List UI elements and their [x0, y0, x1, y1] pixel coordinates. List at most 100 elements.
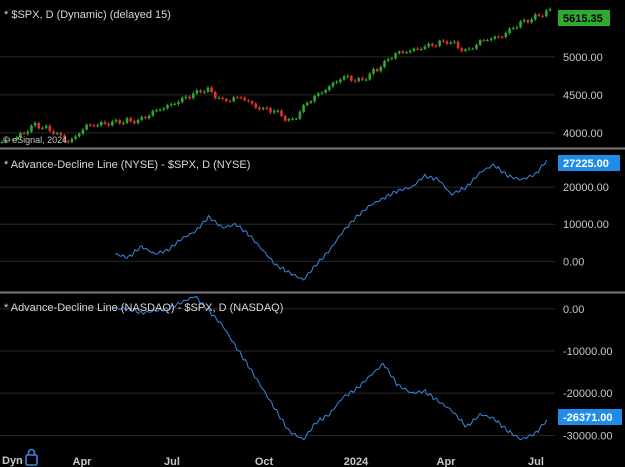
candle-body: [471, 48, 475, 50]
candle-body: [305, 102, 309, 106]
candle-body: [191, 93, 195, 99]
candle-body: [434, 45, 438, 47]
candle-body: [37, 122, 41, 129]
y-tick-label: 10000.00: [563, 219, 609, 231]
y-tick-label: 5000.00: [563, 52, 603, 64]
candle-body: [445, 41, 449, 44]
candle-body: [77, 133, 81, 137]
candle-body: [405, 52, 408, 54]
time-axis[interactable]: Apr Jul Oct 2024 Apr Jul Dyn: [2, 448, 544, 467]
candle-body: [313, 95, 316, 102]
candle-body: [243, 97, 247, 101]
candle-body: [368, 73, 372, 80]
candle-body: [214, 92, 217, 99]
candle-body: [41, 127, 44, 129]
x-tick-label: Oct: [255, 456, 274, 467]
candle-body: [202, 91, 206, 93]
candle-body: [258, 107, 261, 110]
candle-body: [372, 69, 375, 74]
candle-body: [412, 48, 416, 51]
nyse-panel-title: * Advance-Decline Line (NYSE) - $SPX, D …: [4, 159, 250, 171]
candle-body: [11, 139, 15, 141]
candle-body: [114, 120, 118, 122]
candle-body: [169, 104, 173, 106]
candle-body: [291, 118, 294, 120]
candle-body: [438, 40, 441, 46]
candle-body: [228, 100, 232, 102]
candle-body: [361, 78, 364, 80]
nyse-grid: [0, 186, 555, 262]
spx-price-panel[interactable]: 5000.00 4500.00 4000.00 * $SPX, D (Dynamic…: [0, 7, 610, 145]
candle-body: [537, 14, 541, 16]
nyse-y-axis: 20000.00 10000.00 0.00: [563, 182, 609, 268]
candle-body: [63, 135, 66, 142]
nyse-last-value-badge: 27225.00: [558, 155, 620, 171]
candle-body: [342, 76, 346, 80]
candle-body: [335, 81, 338, 83]
candle-body: [0, 141, 4, 143]
candle-body: [522, 20, 526, 22]
candle-body: [239, 97, 243, 99]
y-tick-label: 0.00: [563, 256, 584, 268]
candle-body: [408, 50, 412, 53]
candle-body: [530, 19, 533, 23]
candle-body: [155, 110, 158, 112]
spx-panel-title: * $SPX, D (Dynamic) (delayed 15): [4, 9, 171, 21]
y-tick-label: 0.00: [563, 304, 584, 316]
y-tick-label: 4000.00: [563, 128, 603, 140]
candle-body: [162, 108, 166, 110]
dyn-label: Dyn: [2, 455, 23, 467]
candle-body: [100, 121, 103, 126]
candle-body: [390, 58, 394, 60]
candle-body: [276, 110, 280, 112]
candle-body: [177, 102, 180, 104]
candle-body: [140, 117, 144, 120]
candle-body: [397, 51, 401, 54]
candle-body: [19, 133, 22, 138]
candle-body: [316, 93, 320, 96]
candle-body: [541, 15, 544, 17]
candle-body: [331, 82, 335, 87]
candle-body: [375, 69, 379, 72]
esignal-watermark: © eSignal, 2024: [3, 135, 67, 145]
candle-body: [81, 129, 85, 134]
nasdaq-ad-line: [114, 296, 548, 441]
candle-body: [147, 115, 151, 119]
y-tick-label: 4500.00: [563, 90, 603, 102]
candle-body: [8, 139, 11, 141]
candle-body: [22, 133, 26, 135]
candle-body: [508, 28, 511, 34]
candle-body: [44, 125, 48, 128]
candle-body: [30, 125, 33, 132]
candle-body: [85, 124, 88, 130]
candle-body: [423, 46, 427, 49]
candle-body: [250, 101, 254, 104]
candle-body: [272, 110, 276, 113]
spx-y-axis: 5000.00 4500.00 4000.00: [563, 52, 603, 140]
y-tick-label: -20000.00: [563, 388, 613, 400]
lock-icon[interactable]: [25, 448, 38, 466]
time-axis-labels: Apr Jul Oct 2024 Apr Jul: [73, 456, 544, 467]
candle-body: [493, 36, 497, 39]
nyse-ad-panel[interactable]: 20000.00 10000.00 0.00 * Advance-Decline L…: [0, 155, 620, 281]
candle-body: [416, 48, 419, 50]
x-tick-label: Jul: [164, 456, 180, 467]
candle-body: [419, 48, 423, 50]
candle-body: [453, 41, 456, 43]
candle-body: [122, 122, 125, 124]
nyse-ad-line: [114, 160, 548, 281]
nasdaq-ad-panel[interactable]: 0.00 -10000.00 -20000.00 -30000.00 * Advanc…: [0, 296, 622, 443]
candle-body: [188, 96, 191, 99]
x-tick-label: Apr: [73, 456, 93, 467]
candle-body: [346, 76, 350, 78]
candle-body: [283, 116, 287, 121]
nasdaq-y-axis: 0.00 -10000.00 -20000.00 -30000.00: [563, 304, 613, 443]
candle-body: [70, 138, 74, 143]
candle-body: [497, 36, 500, 38]
candle-body: [88, 124, 92, 126]
candle-body: [103, 121, 107, 124]
candle-body: [357, 78, 361, 81]
candle-body: [456, 41, 460, 49]
